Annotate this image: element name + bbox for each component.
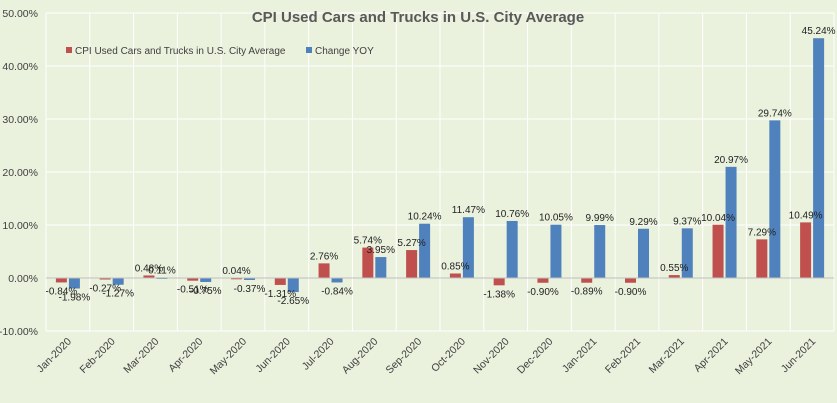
- data-label: 11.47%: [452, 205, 485, 216]
- data-label: 0.55%: [660, 263, 688, 274]
- bar-cpi: [187, 278, 199, 281]
- y-tick-label: 50.00%: [2, 8, 38, 20]
- y-tick-label: 40.00%: [2, 61, 38, 73]
- y-tick-label: 30.00%: [2, 114, 38, 126]
- data-label: 10.04%: [701, 213, 735, 224]
- data-label: 9.99%: [586, 213, 614, 224]
- data-label: 10.24%: [408, 212, 442, 223]
- y-tick-label: 20.00%: [2, 167, 38, 179]
- bars: [55, 38, 825, 293]
- bar-cpi: [756, 239, 768, 278]
- bar-cpi: [99, 278, 111, 280]
- data-label: -1.98%: [59, 292, 91, 303]
- data-label: 0.04%: [222, 266, 250, 277]
- legend: CPI Used Cars and Trucks in U.S. City Av…: [66, 46, 374, 57]
- bar-yoy: [813, 38, 825, 279]
- bar-yoy: [550, 224, 562, 278]
- bar-yoy: [244, 278, 255, 280]
- legend-label-series-2: Change YOY: [315, 46, 374, 57]
- bar-cpi: [625, 278, 636, 283]
- y-axis-ticks: -10.00% 0.00% 10.00% 20.00% 30.00% 40.00% 50.0…: [0, 8, 38, 338]
- bar-yoy: [506, 220, 518, 278]
- data-label: 0.11%: [148, 265, 176, 276]
- data-label: -0.90%: [615, 287, 647, 298]
- bar-yoy: [68, 278, 80, 289]
- bar-cpi: [406, 250, 418, 278]
- bar-yoy: [462, 217, 474, 278]
- chart-title: CPI Used Cars and Trucks in U.S. City Av…: [252, 9, 584, 26]
- bar-yoy: [681, 228, 693, 278]
- data-label: -0.89%: [571, 287, 603, 298]
- data-labels: -0.84%-1.98%-0.27%-1.27%0.48%0.11%-0.51%…: [46, 26, 836, 307]
- data-label: 5.27%: [397, 238, 425, 249]
- legend-label-series-1: CPI Used Cars and Trucks in U.S. City Av…: [75, 46, 286, 57]
- bar-yoy: [287, 278, 299, 293]
- legend-swatch-series-2: [306, 47, 312, 53]
- bar-cpi: [231, 277, 242, 280]
- bar-cpi: [537, 278, 549, 283]
- y-tick-label: 0.00%: [8, 273, 38, 285]
- bar-yoy: [419, 223, 431, 278]
- bar-cpi: [581, 278, 593, 283]
- bar-cpi: [668, 275, 680, 278]
- bar-cpi: [55, 278, 67, 283]
- data-label: 0.85%: [441, 261, 469, 272]
- bar-cpi: [362, 247, 374, 278]
- bar-yoy: [638, 228, 649, 278]
- bar-cpi: [449, 273, 461, 278]
- data-label: -0.27%: [89, 283, 121, 294]
- bar-yoy: [375, 257, 387, 278]
- bar-cpi: [318, 263, 330, 278]
- data-label: -1.38%: [483, 289, 515, 300]
- data-label: -2.65%: [277, 296, 309, 307]
- data-label: -0.51%: [177, 285, 209, 296]
- bar-cpi: [143, 275, 155, 278]
- y-tick-label: 10.00%: [2, 220, 38, 232]
- data-label: 45.24%: [802, 26, 836, 37]
- data-label: -0.84%: [321, 286, 353, 297]
- data-label: 20.97%: [714, 155, 748, 166]
- data-label: 2.76%: [310, 251, 338, 262]
- data-label: 10.49%: [789, 210, 823, 221]
- data-label: 10.05%: [539, 213, 573, 224]
- data-label: -0.75%: [190, 286, 222, 297]
- data-label: 5.74%: [354, 236, 382, 247]
- data-label: -0.90%: [527, 287, 559, 298]
- y-tick-label: -10.00%: [0, 326, 38, 338]
- bar-yoy: [112, 278, 124, 285]
- data-label: 3.95%: [367, 245, 395, 256]
- data-label: 29.74%: [758, 108, 792, 119]
- bar-cpi: [493, 278, 505, 286]
- legend-swatch-series-1: [66, 47, 72, 53]
- data-label: 7.29%: [748, 227, 776, 238]
- bar-yoy: [725, 166, 737, 278]
- data-label: -0.84%: [46, 286, 78, 297]
- bar-cpi: [712, 224, 724, 278]
- bar-yoy: [594, 225, 606, 278]
- bar-cpi: [274, 278, 286, 285]
- bar-yoy: [331, 278, 343, 283]
- bar-yoy: [769, 120, 781, 279]
- data-label: -0.37%: [234, 284, 266, 295]
- data-label: 10.76%: [495, 209, 529, 220]
- data-label: -1.31%: [264, 289, 296, 300]
- bar-yoy: [200, 278, 212, 282]
- bar-cpi: [800, 222, 812, 278]
- data-label: 9.37%: [673, 216, 701, 227]
- data-label: 0.48%: [135, 263, 163, 274]
- data-label: -1.27%: [102, 289, 134, 300]
- data-label: 9.29%: [629, 217, 657, 228]
